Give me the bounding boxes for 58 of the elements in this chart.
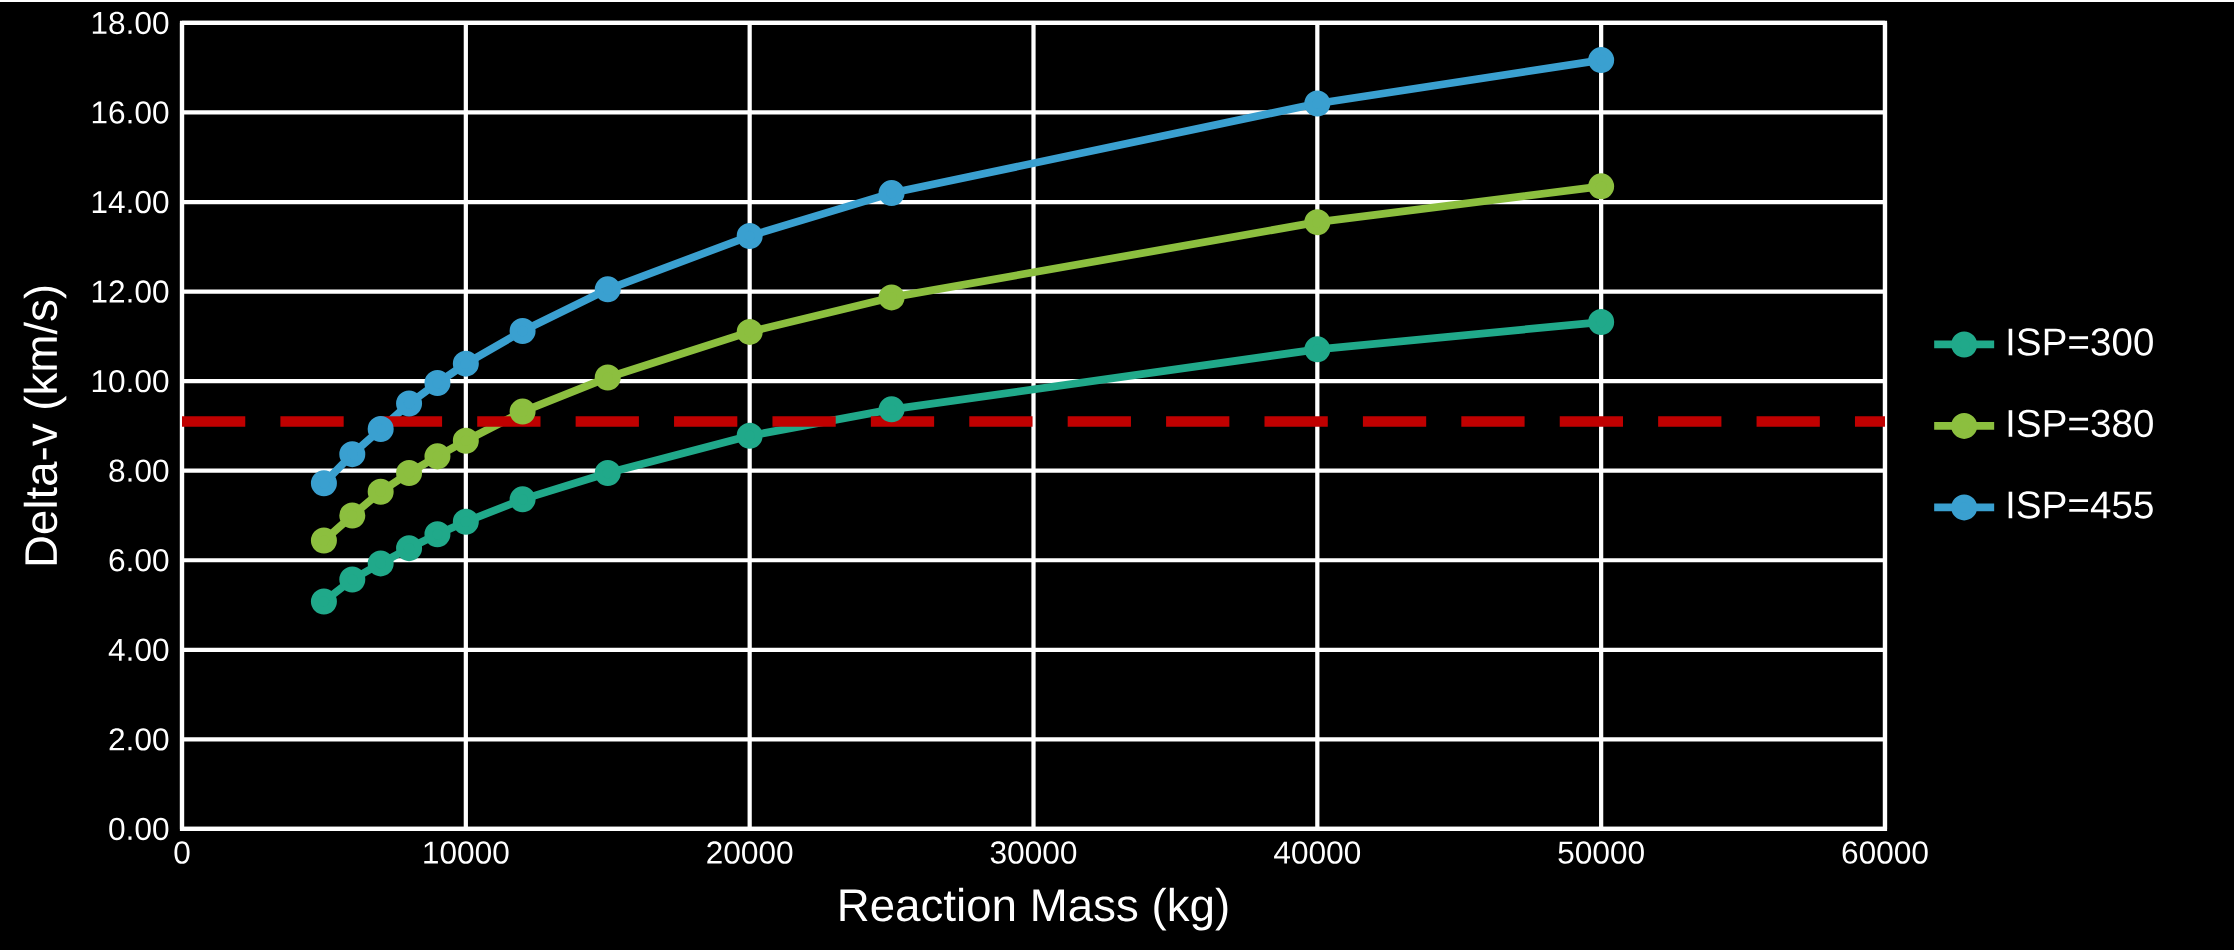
point (878, 180, 905, 207)
point (1304, 209, 1331, 236)
point (736, 422, 763, 449)
y-tick-label: 8.00 (109, 459, 169, 482)
legend-label: ISP=380 (2008, 409, 2153, 438)
x-tick-label: 20000 (707, 841, 793, 864)
point (1588, 173, 1615, 200)
point (509, 318, 536, 345)
point (396, 535, 423, 562)
point (1588, 309, 1615, 336)
point (396, 390, 423, 417)
point (878, 396, 905, 423)
y-tick-label: 10.00 (92, 369, 169, 393)
point (1304, 90, 1331, 117)
point (736, 318, 763, 345)
point (396, 459, 423, 486)
y-tick-label: 18.00 (92, 11, 169, 35)
point (310, 588, 337, 615)
point (424, 521, 451, 548)
point (736, 223, 763, 250)
point (424, 443, 451, 470)
point (509, 398, 536, 425)
x-tick-label: 40000 (1274, 841, 1361, 864)
y-tick-label: 6.00 (109, 549, 169, 572)
x-tick-label: 50000 (1558, 841, 1644, 864)
x-axis-title: Reaction Mass (kg) (840, 887, 1228, 931)
point (1304, 336, 1331, 363)
point (339, 502, 366, 529)
point (367, 416, 394, 443)
point (1588, 47, 1615, 74)
x-tick-label: 30000 (990, 841, 1077, 864)
y-tick-label: 4.00 (108, 638, 169, 662)
y-tick-label: 2.00 (109, 728, 169, 751)
point (310, 527, 337, 554)
point (367, 478, 394, 505)
y-tick-label: 0.00 (109, 817, 169, 841)
legend-label: ISP=455 (2008, 491, 2153, 519)
x-tick-label: 0 (174, 841, 190, 864)
y-tick-label: 12.00 (92, 280, 169, 303)
y-tick-label: 16.00 (92, 101, 169, 124)
point (452, 350, 479, 377)
point (339, 441, 366, 468)
point (452, 508, 479, 535)
legend-label: ISP=300 (2008, 328, 2153, 356)
point (509, 486, 536, 513)
point (594, 364, 621, 391)
point (367, 550, 394, 577)
x-tick-label: 60000 (1842, 841, 1928, 864)
point (424, 369, 451, 396)
y-axis-title: Delta-v (km/s) (23, 286, 67, 565)
point (594, 459, 621, 486)
y-tick-label: 14.00 (92, 190, 169, 214)
point (452, 427, 479, 454)
point (339, 566, 366, 593)
point (310, 470, 337, 497)
x-tick-label: 10000 (424, 841, 509, 864)
point (878, 284, 905, 311)
point (594, 276, 621, 303)
